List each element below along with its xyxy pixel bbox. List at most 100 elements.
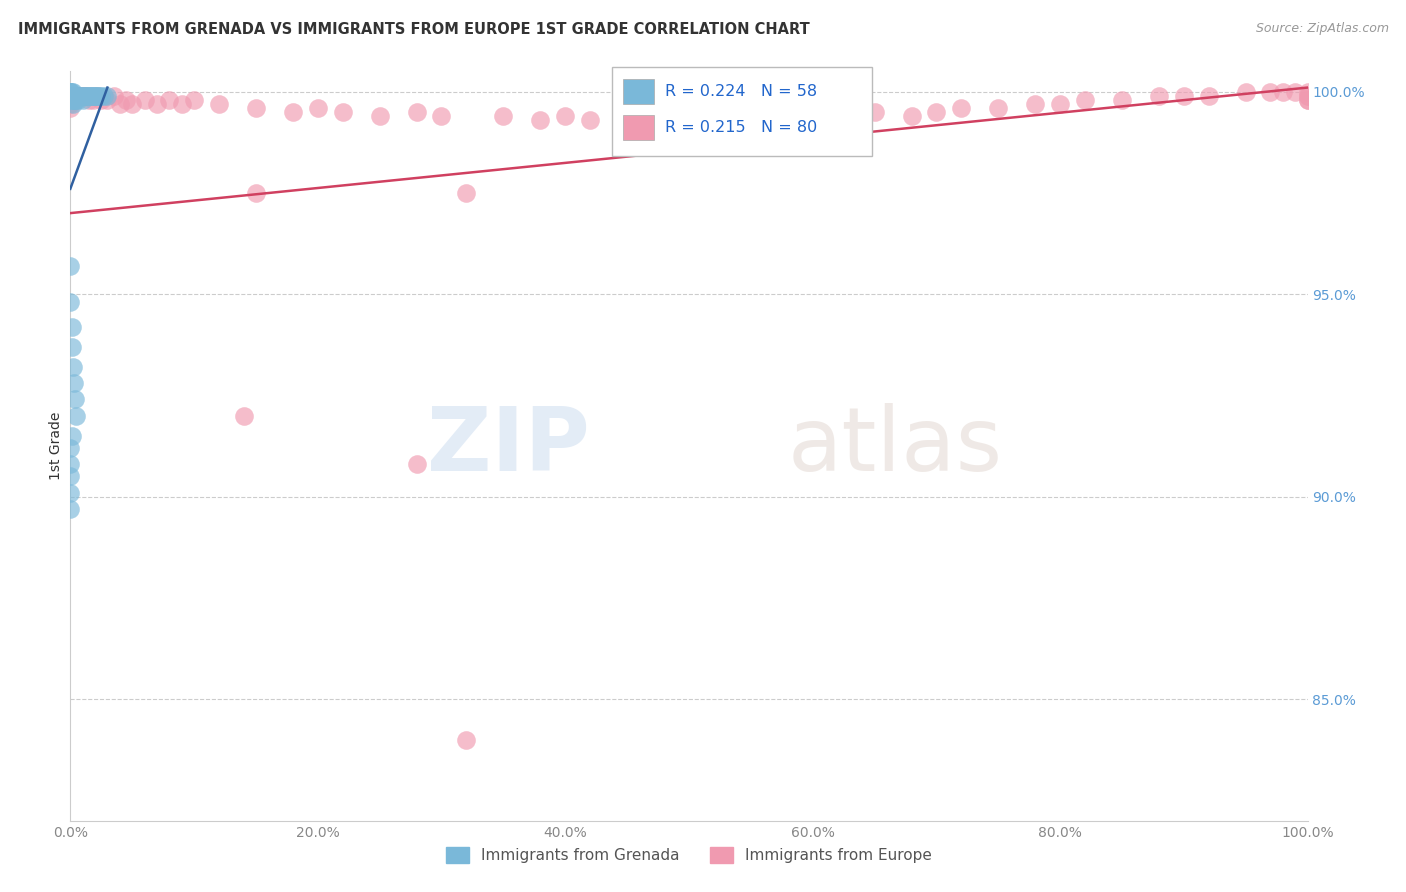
Point: [84, 88, 107, 103]
Point: [60, 85, 83, 99]
Point: [925, 104, 948, 119]
Point: [59, 88, 82, 103]
Point: [652, 112, 675, 127]
Point: [1049, 96, 1071, 111]
Text: Source: ZipAtlas.com: Source: ZipAtlas.com: [1256, 22, 1389, 36]
Point: [1074, 93, 1097, 107]
Point: [332, 104, 354, 119]
Point: [60, 429, 83, 443]
Point: [59, 501, 82, 516]
Point: [79, 88, 101, 103]
Point: [67, 88, 90, 103]
Point: [703, 104, 725, 119]
Point: [96, 93, 118, 107]
Point: [76, 88, 98, 103]
Point: [62, 96, 84, 111]
Point: [65, 88, 87, 103]
Point: [75, 88, 97, 103]
Point: [405, 457, 427, 471]
Point: [62, 93, 84, 107]
Point: [60, 88, 83, 103]
Point: [863, 104, 886, 119]
Point: [1198, 88, 1220, 103]
Point: [1296, 88, 1319, 103]
Point: [59, 85, 82, 99]
Point: [554, 109, 576, 123]
Point: [66, 88, 89, 103]
Point: [62, 359, 84, 374]
Point: [59, 457, 82, 471]
Point: [93, 88, 115, 103]
Point: [67, 88, 90, 103]
Point: [59, 88, 82, 103]
Point: [72, 88, 94, 103]
Point: [72, 93, 94, 107]
Point: [60, 93, 83, 107]
Point: [281, 104, 304, 119]
Point: [245, 101, 267, 115]
Point: [65, 88, 87, 103]
Point: [183, 93, 205, 107]
Point: [1147, 88, 1170, 103]
Point: [60, 88, 83, 103]
Point: [83, 88, 105, 103]
Point: [1284, 85, 1306, 99]
Point: [208, 96, 231, 111]
Point: [579, 112, 602, 127]
Point: [63, 376, 86, 391]
Point: [1173, 88, 1195, 103]
Point: [63, 88, 86, 103]
Point: [987, 101, 1010, 115]
Point: [59, 85, 82, 99]
Point: [108, 96, 131, 111]
Point: [75, 88, 97, 103]
Point: [84, 88, 107, 103]
Point: [79, 88, 101, 103]
Point: [66, 88, 89, 103]
Text: IMMIGRANTS FROM GRENADA VS IMMIGRANTS FROM EUROPE 1ST GRADE CORRELATION CHART: IMMIGRANTS FROM GRENADA VS IMMIGRANTS FR…: [18, 22, 810, 37]
Point: [70, 88, 93, 103]
Point: [90, 88, 112, 103]
Y-axis label: 1st Grade: 1st Grade: [49, 412, 63, 480]
Point: [1296, 93, 1319, 107]
Point: [59, 441, 82, 455]
Point: [59, 88, 82, 103]
Point: [157, 93, 180, 107]
Point: [62, 93, 84, 107]
Point: [121, 96, 143, 111]
Point: [60, 340, 83, 354]
Point: [65, 392, 87, 407]
Point: [96, 88, 118, 103]
Point: [84, 88, 107, 103]
Point: [59, 259, 82, 273]
Point: [70, 88, 93, 103]
Point: [456, 186, 478, 200]
Point: [1260, 85, 1282, 99]
Point: [950, 101, 973, 115]
Point: [86, 88, 108, 103]
Point: [232, 409, 254, 423]
Point: [59, 93, 82, 107]
Point: [77, 93, 100, 107]
Point: [1296, 93, 1319, 107]
Point: [59, 101, 82, 115]
Point: [115, 93, 138, 107]
Point: [63, 93, 86, 107]
Point: [59, 93, 82, 107]
Point: [60, 319, 83, 334]
Point: [65, 88, 87, 103]
Point: [146, 96, 169, 111]
Point: [827, 109, 849, 123]
Point: [1234, 85, 1257, 99]
Point: [740, 109, 762, 123]
Point: [65, 93, 87, 107]
Point: [616, 109, 638, 123]
Point: [134, 93, 156, 107]
Point: [529, 112, 551, 127]
Point: [1024, 96, 1046, 111]
Text: R = 0.224   N = 58: R = 0.224 N = 58: [665, 85, 817, 99]
Point: [73, 88, 96, 103]
Point: [82, 93, 104, 107]
Point: [307, 101, 329, 115]
Text: ZIP: ZIP: [427, 402, 591, 490]
